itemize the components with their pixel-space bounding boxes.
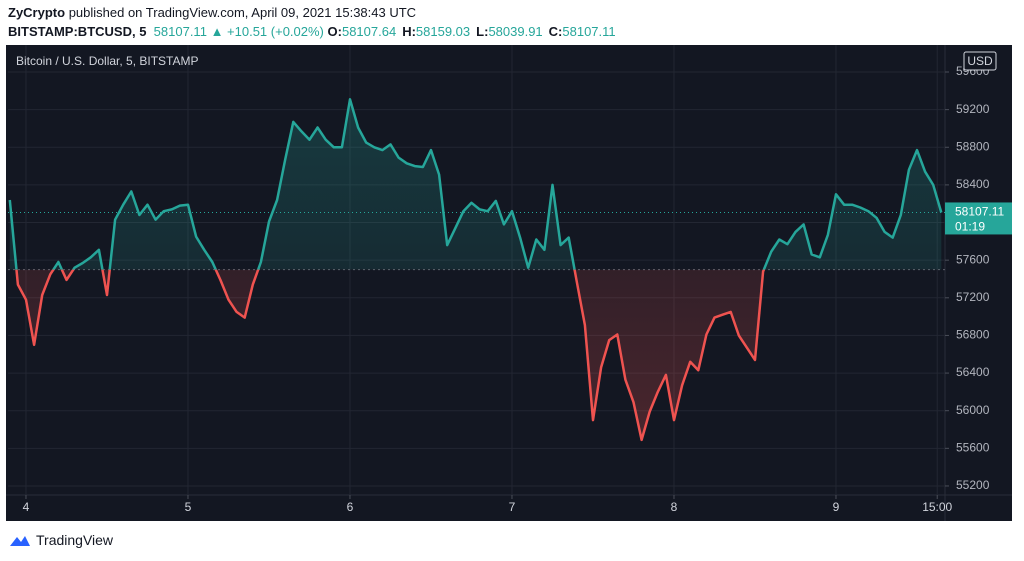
x-tick-label: 4 (23, 500, 30, 514)
chart-title: Bitcoin / U.S. Dollar, 5, BITSTAMP (16, 54, 199, 68)
publish-line: ZyCrypto published on TradingView.com, A… (8, 3, 622, 22)
last-price-label: 58107.11 (955, 205, 1004, 219)
last-price: 58107.11 (153, 24, 207, 39)
symbol-line: BITSTAMP:BTCUSD, 5 58107.11 ▲ +10.51 (+0… (8, 22, 622, 41)
x-tick-label: 6 (347, 500, 354, 514)
x-tick-label: 7 (509, 500, 516, 514)
ohlc-value: 58107.64 (341, 24, 397, 39)
logo (10, 536, 30, 546)
brand: TradingView (36, 532, 114, 548)
header: ZyCrypto published on TradingView.com, A… (8, 3, 622, 41)
currency: USD (967, 54, 993, 68)
author: ZyCrypto (8, 5, 66, 20)
countdown: 01:19 (955, 220, 985, 234)
area-below (9, 269, 942, 440)
y-tick-label: 55200 (956, 478, 990, 492)
ohlc-value: 58159.03 (415, 24, 471, 39)
x-tick-label: 5 (185, 500, 192, 514)
y-tick-label: 58800 (956, 139, 990, 153)
line-above (8, 98, 943, 270)
x-tick-label: 15:00 (922, 500, 952, 514)
ohlc-value: 58039.91 (488, 24, 543, 39)
symbol: BITSTAMP:BTCUSD, 5 (8, 24, 147, 39)
ohlc: O:58107.64 H:58159.03 L:58039.91 C:58107.11 (328, 24, 622, 39)
change: ▲ +10.51 (+0.02%) (210, 24, 324, 39)
last-price-box (945, 202, 1012, 235)
chart-background (6, 45, 1012, 521)
x-tick-label: 9 (833, 500, 840, 514)
published: published on TradingView.com, April 09, … (68, 5, 417, 20)
footer: TradingView (8, 532, 113, 548)
y-tick-label: 56800 (956, 328, 990, 342)
ohlc-label: C: (548, 24, 563, 39)
y-tick-label: 59200 (956, 102, 990, 116)
y-tick-label: 58400 (956, 177, 990, 191)
y-tick-label: 57600 (956, 252, 990, 266)
x-tick-label: 8 (671, 500, 678, 514)
y-tick-label: 57200 (956, 290, 990, 304)
currency-box (963, 51, 997, 71)
ohlc-label: O: (327, 24, 342, 39)
ohlc-label: L: (476, 24, 489, 39)
y-tick-label: 56000 (956, 403, 990, 417)
ohlc-value: 58107.11 (562, 24, 616, 39)
y-tick-label: 56400 (956, 365, 990, 379)
y-tick-label: 55600 (956, 441, 990, 455)
ohlc-label: H: (402, 24, 416, 39)
area-above (9, 99, 942, 270)
